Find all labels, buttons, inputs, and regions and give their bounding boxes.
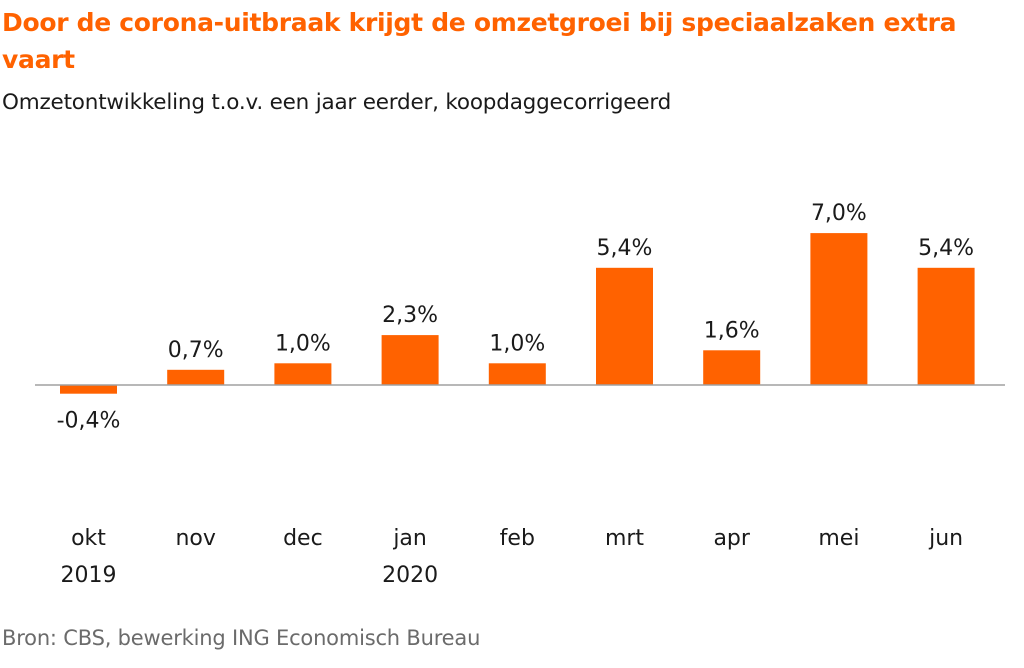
data-label-apr: 1,6%: [704, 318, 760, 343]
tick-label-mrt: mrt: [605, 526, 644, 551]
bar-mei: [810, 233, 868, 385]
chart-subtitle: Omzetontwikkeling t.o.v. een jaar eerder…: [2, 90, 672, 115]
bar-feb: [488, 363, 546, 385]
data-labels-layer: -0,4% 0,7% 1,0% 2,3% 1,0% 5,4% 1,6% 7,0% 5,4%: [57, 201, 974, 434]
chart-title: Door de corona-uitbraak krijgt de omzetg…: [2, 8, 957, 74]
tick-label-mei: mei: [818, 526, 859, 551]
bar-okt: [60, 385, 117, 394]
bar-jan: [381, 335, 439, 385]
data-label-jan: 2,3%: [382, 303, 438, 328]
bar-apr: [703, 350, 761, 385]
data-label-mei: 7,0%: [811, 201, 867, 226]
tick-label-dec: dec: [283, 526, 323, 551]
tick-label-jan: jan: [392, 526, 427, 551]
bar-dec: [274, 363, 332, 385]
tick-year-label-jan: 2020: [382, 563, 438, 588]
data-label-mrt: 5,4%: [597, 236, 653, 261]
bar-nov: [167, 369, 225, 385]
tick-label-nov: nov: [175, 526, 215, 551]
data-label-dec: 1,0%: [275, 331, 331, 356]
tick-label-apr: apr: [713, 526, 750, 551]
data-label-okt: -0,4%: [57, 409, 121, 434]
x-tick-labels-layer: okt 2019 nov dec jan 2020 feb mrt apr mei jun: [61, 526, 964, 588]
source-note: Bron: CBS, bewerking ING Economisch Bure…: [2, 626, 481, 650]
bar-mrt: [596, 267, 653, 385]
data-label-feb: 1,0%: [489, 331, 545, 356]
tick-label-feb: feb: [500, 526, 535, 551]
data-label-nov: 0,7%: [168, 338, 224, 363]
data-label-jun: 5,4%: [918, 236, 974, 261]
tick-label-jun: jun: [928, 526, 963, 551]
tick-year-label-okt: 2019: [61, 563, 117, 588]
bar-jun: [917, 267, 975, 385]
bars-layer: [60, 233, 975, 394]
tick-label-okt: okt: [71, 526, 106, 551]
